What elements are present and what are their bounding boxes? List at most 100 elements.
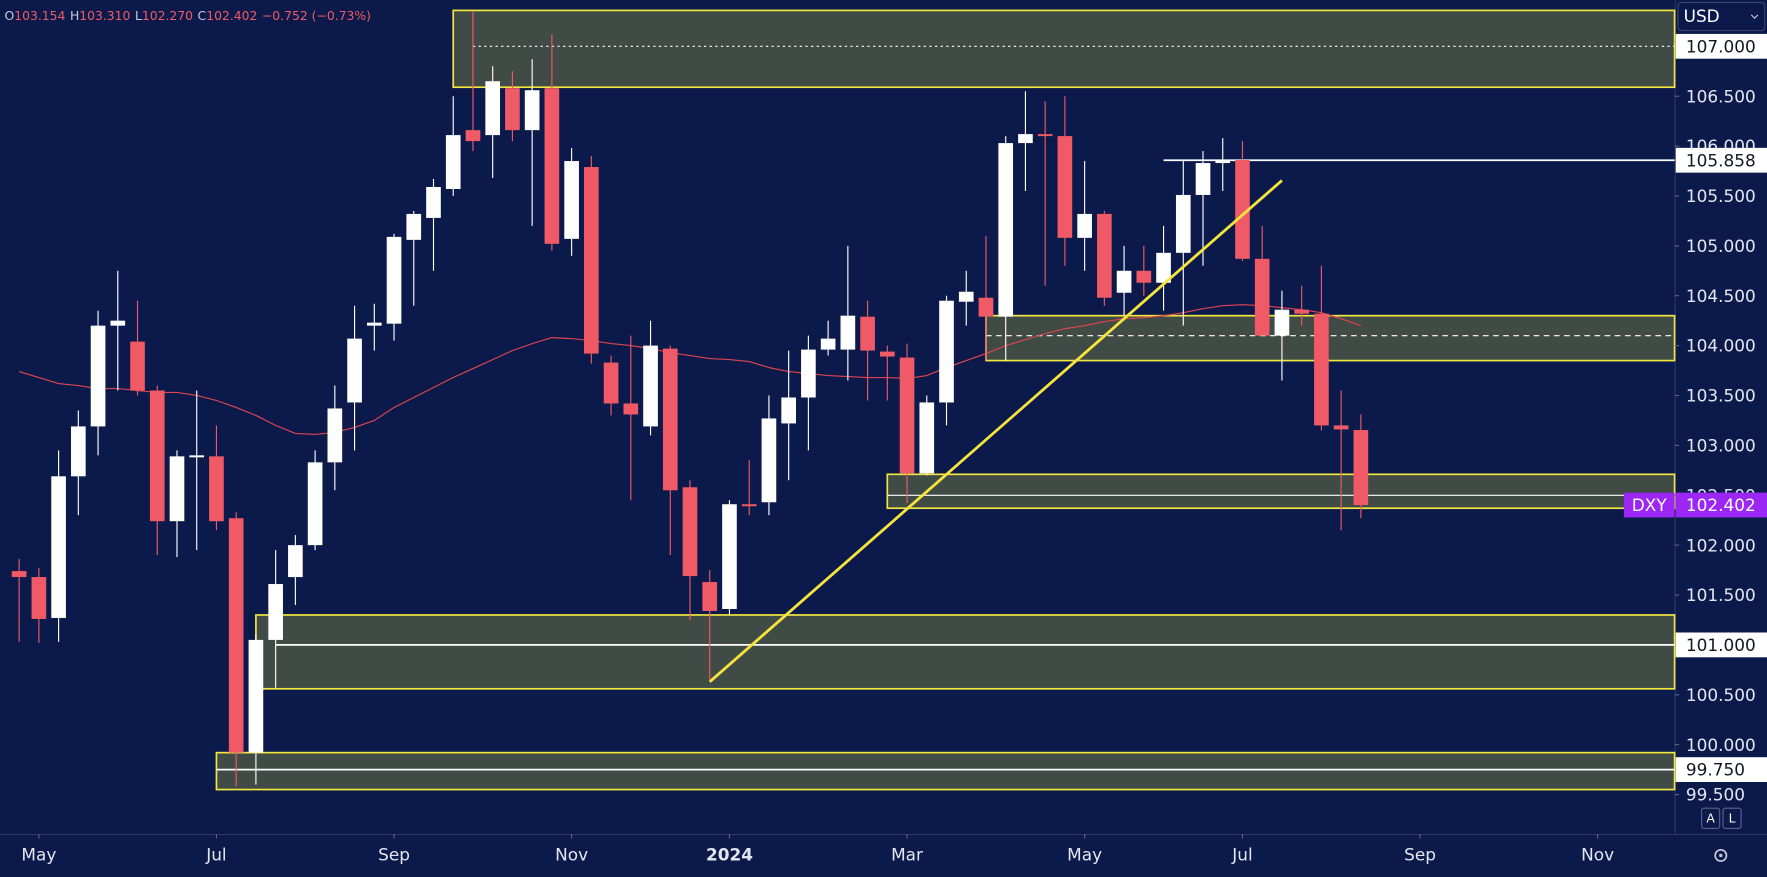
y-tick-label: 104.500 bbox=[1686, 286, 1756, 306]
candle-body bbox=[1077, 213, 1092, 238]
candle-body bbox=[189, 455, 205, 458]
candle-body bbox=[1018, 134, 1033, 144]
auto-button-frame[interactable] bbox=[1701, 807, 1721, 829]
candle-body bbox=[722, 504, 737, 609]
candle-body bbox=[978, 297, 994, 317]
level-label: 99.750 bbox=[1686, 760, 1745, 780]
candle-body bbox=[584, 167, 599, 354]
candle-body bbox=[11, 571, 27, 578]
level-label-box bbox=[1675, 757, 1767, 782]
scale-buttons: A L bbox=[1701, 807, 1742, 829]
legend-value: 103.310 bbox=[79, 7, 130, 22]
currency-button-frame[interactable] bbox=[1677, 1, 1766, 32]
candle-body bbox=[939, 300, 954, 403]
level-label-box bbox=[1675, 632, 1767, 658]
candle-body bbox=[1333, 425, 1349, 430]
candle-body bbox=[406, 213, 422, 240]
level-label: 105.858 bbox=[1686, 150, 1756, 170]
x-tick-label: Mar bbox=[891, 844, 923, 864]
candle-body bbox=[130, 341, 145, 391]
candle-body bbox=[860, 316, 875, 351]
symbol-label: DXY bbox=[1632, 495, 1668, 515]
candle-body bbox=[268, 584, 283, 640]
legend-value: 102.270 bbox=[142, 7, 193, 22]
candle-body bbox=[1136, 270, 1152, 283]
candle-body bbox=[1116, 270, 1132, 293]
x-tick-label: Jul bbox=[1231, 844, 1252, 864]
x-tick-label: Sep bbox=[378, 844, 410, 864]
zone bbox=[452, 9, 1676, 89]
candle-body bbox=[288, 545, 303, 578]
candle-body bbox=[327, 408, 343, 463]
axes: 99.500100.000100.500101.500102.000102.50… bbox=[21, 33, 1767, 864]
candle-body bbox=[1156, 252, 1171, 283]
x-tick-label: 2024 bbox=[706, 844, 753, 864]
symbol-box bbox=[1623, 492, 1675, 518]
zone bbox=[886, 473, 1676, 510]
candle-body bbox=[702, 582, 718, 611]
legend-key: C bbox=[198, 7, 207, 22]
moving-average bbox=[18, 304, 1362, 435]
candle-body bbox=[998, 143, 1014, 317]
y-tick-label: 102.000 bbox=[1686, 535, 1756, 555]
legend-value: 102.402 bbox=[206, 7, 257, 22]
zone bbox=[215, 751, 1676, 791]
y-tick-label: 106.500 bbox=[1686, 86, 1756, 106]
candle-body bbox=[1294, 309, 1309, 314]
last-price-box bbox=[1675, 492, 1767, 518]
candle-body bbox=[1195, 163, 1211, 195]
y-tick-label: 101.500 bbox=[1686, 585, 1756, 605]
candle-body bbox=[643, 345, 658, 427]
candle-body bbox=[248, 639, 264, 753]
candle-body bbox=[426, 186, 441, 218]
y-tick-label: 100.500 bbox=[1686, 685, 1756, 705]
settings-icon-dot[interactable] bbox=[1719, 853, 1723, 858]
candle-body bbox=[445, 135, 461, 189]
candle-body bbox=[1057, 136, 1073, 238]
x-tick-label: Nov bbox=[1581, 844, 1614, 864]
y-tick-label: 105.000 bbox=[1686, 236, 1756, 256]
candle-body bbox=[149, 390, 165, 522]
candle-body bbox=[366, 322, 382, 326]
zone bbox=[255, 614, 1676, 690]
candle-body bbox=[110, 320, 126, 326]
ohlc-legend: O103.154 H103.310 L102.270 C102.402 −0.752 (… bbox=[5, 7, 371, 22]
settings-button[interactable] bbox=[1714, 848, 1728, 862]
candle-body bbox=[1215, 160, 1231, 164]
log-button-frame[interactable] bbox=[1722, 807, 1742, 829]
candle-body bbox=[741, 504, 757, 507]
candle-body bbox=[505, 88, 520, 131]
candle-body bbox=[544, 88, 560, 244]
legend-key: L bbox=[135, 7, 142, 22]
currency-label[interactable]: USD bbox=[1684, 6, 1720, 26]
candle-body bbox=[1314, 313, 1329, 426]
candle-body bbox=[1254, 258, 1270, 336]
y-tick-label: 105.500 bbox=[1686, 186, 1756, 206]
candle-body bbox=[564, 161, 579, 239]
y-tick-label: 103.500 bbox=[1686, 386, 1756, 406]
auto-button[interactable]: A bbox=[1706, 810, 1715, 825]
candle-body bbox=[347, 338, 362, 403]
trendline bbox=[708, 179, 1283, 683]
y-tick-label: 104.000 bbox=[1686, 336, 1756, 356]
settings-icon[interactable] bbox=[1714, 848, 1728, 862]
x-tick-label: Sep bbox=[1404, 844, 1436, 864]
log-button[interactable]: L bbox=[1729, 810, 1736, 825]
currency-button[interactable]: USD bbox=[1677, 1, 1766, 32]
legend-change: −0.752 (−0.73%) bbox=[262, 7, 371, 22]
candle-body bbox=[662, 348, 678, 491]
level-label: 101.000 bbox=[1686, 635, 1756, 655]
candle-body bbox=[31, 577, 47, 619]
candle-body bbox=[1097, 213, 1112, 298]
candle-body bbox=[1175, 194, 1191, 253]
candle-body bbox=[682, 487, 698, 577]
candle-body bbox=[623, 403, 639, 415]
candle-body bbox=[90, 325, 106, 427]
candle-body bbox=[919, 402, 935, 474]
dropdown-icon[interactable] bbox=[1750, 14, 1759, 19]
x-tick-label: Nov bbox=[555, 844, 588, 864]
candle-body bbox=[228, 518, 244, 753]
candle-body bbox=[386, 236, 402, 324]
